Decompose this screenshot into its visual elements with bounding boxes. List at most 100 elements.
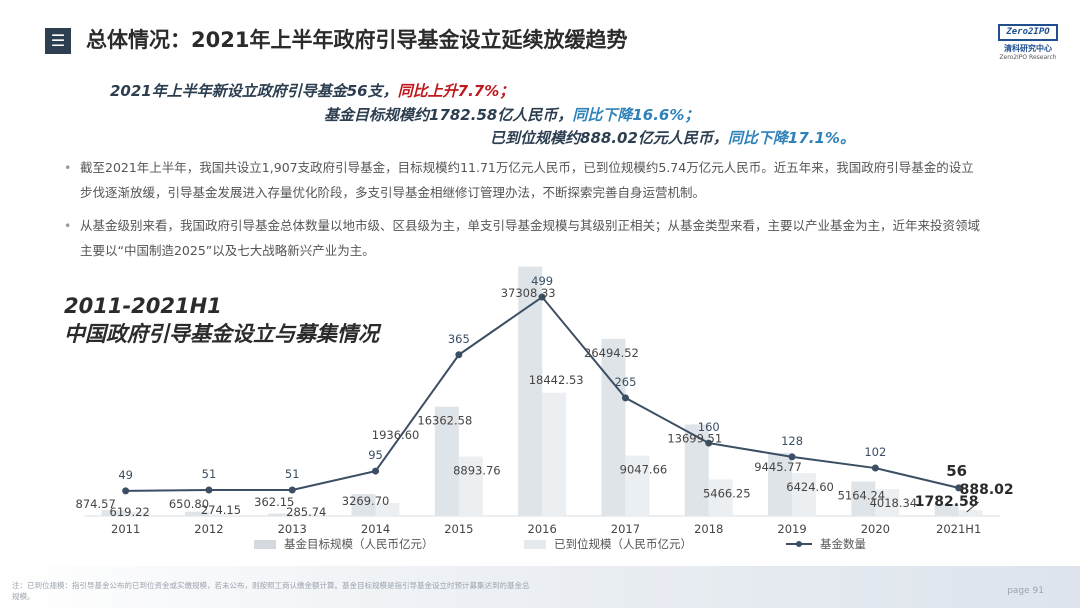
paid-value-label: 18442.53 bbox=[529, 373, 584, 387]
target-value-label: 26494.52 bbox=[584, 346, 639, 360]
bar-target bbox=[601, 338, 626, 516]
paid-value-label: 9047.66 bbox=[620, 463, 668, 477]
footer-bar bbox=[0, 566, 1080, 608]
count-point bbox=[372, 467, 380, 475]
highlight-line-1: 2021年上半年新设立政府引导基金56支，同比上升7.7%； bbox=[110, 82, 515, 100]
x-tick-label: 2014 bbox=[361, 522, 390, 536]
bar-paid bbox=[875, 489, 900, 516]
x-tick-label: 2016 bbox=[528, 522, 557, 536]
page-number: page 91 bbox=[1007, 586, 1044, 596]
bullet-item: • 从基金级别来看，我国政府引导基金总体数量以地市级、区县级为主，单支引导基金规模… bbox=[64, 218, 981, 258]
paid-value-label: 1936.60 bbox=[372, 428, 420, 442]
bar-target bbox=[684, 424, 709, 516]
paid-value-label: 888.02 bbox=[960, 482, 1014, 498]
page-title: 总体情况：2021年上半年政府引导基金设立延续放缓趋势 bbox=[86, 28, 628, 52]
bar-paid bbox=[542, 392, 567, 516]
count-label: 365 bbox=[448, 332, 470, 346]
paid-value-label: 285.74 bbox=[286, 505, 326, 519]
bar-paid bbox=[125, 511, 150, 516]
bar-target bbox=[101, 510, 126, 516]
logo-en: Zero2IPO Research bbox=[999, 54, 1057, 61]
paid-value-label: 8893.76 bbox=[453, 464, 501, 478]
hamburger-icon[interactable]: ☰ bbox=[45, 28, 71, 54]
logo-badge: Zero2IPO bbox=[998, 24, 1058, 41]
x-tick-label: 2018 bbox=[694, 522, 723, 536]
count-label: 499 bbox=[531, 274, 553, 288]
bar-target bbox=[268, 513, 293, 516]
legend-swatch bbox=[254, 539, 276, 549]
count-point bbox=[288, 486, 296, 494]
count-label: 160 bbox=[698, 420, 720, 434]
count-point bbox=[955, 484, 963, 492]
target-value-label: 3269.70 bbox=[342, 494, 390, 508]
target-value-label: 13699.51 bbox=[667, 431, 722, 445]
bar-target bbox=[351, 494, 376, 516]
logo: Zero2IPO 清科研究中心 Zero2IPO Research bbox=[998, 24, 1058, 61]
bar-paid bbox=[292, 514, 317, 516]
legend-item-paid: 已到位规模（人民币亿元） bbox=[524, 536, 692, 552]
target-value-label: 9445.77 bbox=[754, 460, 802, 474]
footnote: 注：已到位规模：指引导基金公布的已到位资金或实缴规模，若未公布，则按照工商认缴金… bbox=[12, 581, 530, 601]
count-point bbox=[621, 394, 629, 402]
bar-target bbox=[934, 504, 959, 516]
chart-title-text: 中国政府引导基金设立与募集情况 bbox=[64, 322, 379, 346]
title-bar: ☰ 总体情况：2021年上半年政府引导基金设立延续放缓趋势 Zero2IPO 清… bbox=[0, 0, 1080, 80]
target-value-label: 650.80 bbox=[169, 497, 209, 511]
x-tick-label: 2015 bbox=[444, 522, 473, 536]
increase-label: 同比上升 bbox=[397, 82, 458, 100]
target-value-label: 1782.58 bbox=[915, 494, 979, 510]
target-value-label: 362.15 bbox=[254, 495, 294, 509]
bullet-list: • 截至2021年上半年，我国共设立1,907支政府引导基金，目标规模约11.71… bbox=[64, 155, 984, 271]
bar-target bbox=[768, 452, 793, 516]
decrease-label: 同比下降 bbox=[572, 106, 633, 124]
chart-title: 2011-2021H1 中国政府引导基金设立与募集情况 bbox=[64, 292, 379, 348]
chart-title-years: 2011-2021H1 bbox=[64, 294, 222, 318]
x-tick-label: 2012 bbox=[194, 522, 223, 536]
increase-pct: 7.7%； bbox=[457, 82, 515, 100]
bar-paid bbox=[375, 503, 400, 516]
bar-paid bbox=[708, 479, 733, 516]
paid-value-label: 5466.25 bbox=[703, 486, 751, 500]
decrease-pct: 16.6%； bbox=[632, 106, 700, 124]
bar-target bbox=[184, 511, 209, 516]
x-tick-label: 2019 bbox=[777, 522, 806, 536]
label-leader-line bbox=[966, 501, 979, 513]
count-label: 128 bbox=[781, 434, 803, 448]
count-label: 51 bbox=[202, 467, 217, 481]
x-tick-label: 2021H1 bbox=[936, 522, 981, 536]
target-value-label: 874.57 bbox=[76, 497, 116, 511]
count-label: 56 bbox=[946, 462, 967, 480]
count-point bbox=[455, 351, 463, 359]
bar-paid bbox=[958, 510, 983, 516]
count-label: 95 bbox=[368, 448, 383, 462]
count-point bbox=[705, 439, 713, 447]
bar-target bbox=[851, 481, 876, 516]
bar-target bbox=[518, 266, 543, 516]
target-value-label: 5164.24 bbox=[838, 488, 886, 502]
decrease-pct: 17.1%。 bbox=[787, 129, 855, 147]
logo-cn: 清科研究中心 bbox=[1004, 44, 1052, 53]
x-tick-label: 2017 bbox=[611, 522, 640, 536]
count-point bbox=[205, 486, 213, 494]
bar-paid bbox=[625, 455, 650, 516]
highlight-line-3: 已到位规模约888.02亿元人民币，同比下降17.1%。 bbox=[490, 129, 855, 147]
paid-value-label: 6424.60 bbox=[786, 480, 834, 494]
decrease-label: 同比下降 bbox=[727, 129, 788, 147]
target-value-label: 16362.58 bbox=[417, 414, 472, 428]
paid-value-label: 4018.34 bbox=[870, 496, 918, 510]
legend-item-count: 基金数量 bbox=[786, 536, 866, 552]
bar-paid bbox=[792, 473, 817, 516]
count-point bbox=[788, 453, 796, 461]
legend-item-target: 基金目标规模（人民币亿元） bbox=[254, 536, 434, 552]
target-value-label: 37308.33 bbox=[501, 286, 556, 300]
x-tick-label: 2011 bbox=[111, 522, 140, 536]
x-tick-label: 2020 bbox=[861, 522, 890, 536]
count-point bbox=[538, 293, 546, 301]
highlight-line-2: 基金目标规模约1782.58亿人民币，同比下降16.6%； bbox=[324, 106, 700, 124]
bullet-item: • 截至2021年上半年，我国共设立1,907支政府引导基金，目标规模约11.71… bbox=[64, 160, 974, 200]
bar-paid bbox=[458, 456, 483, 516]
legend-swatch bbox=[524, 539, 546, 549]
count-point bbox=[122, 487, 130, 495]
paid-value-label: 274.15 bbox=[201, 503, 241, 517]
x-tick-label: 2013 bbox=[278, 522, 307, 536]
